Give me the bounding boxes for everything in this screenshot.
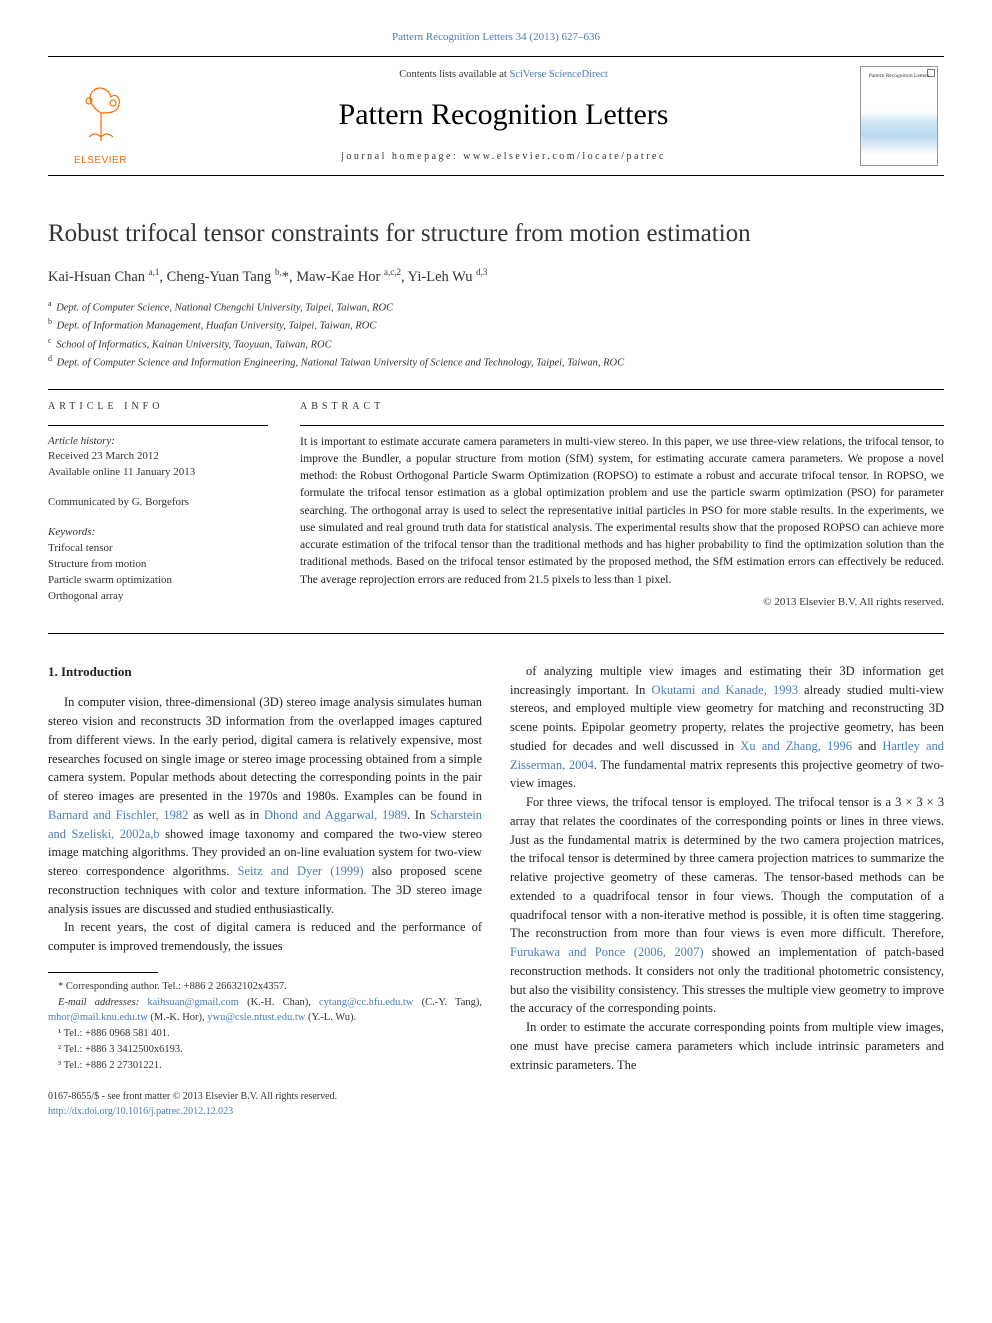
- email-link[interactable]: ywu@csie.ntust.edu.tw: [207, 1012, 305, 1023]
- contents-line: Contents lists available at SciVerse Sci…: [153, 67, 854, 82]
- section-heading-1: 1. Introduction: [48, 662, 482, 682]
- body-paragraph: For three views, the trifocal tensor is …: [510, 793, 944, 1018]
- abstract-text: It is important to estimate accurate cam…: [300, 434, 944, 589]
- keyword: Orthogonal array: [48, 589, 268, 605]
- affiliation-line: b Dept. of Information Management, Huafa…: [48, 316, 944, 334]
- divider-top: [48, 389, 944, 390]
- keywords-block: Keywords: Trifocal tensorStructure from …: [48, 525, 268, 605]
- abstract-copyright: © 2013 Elsevier B.V. All rights reserved…: [300, 595, 944, 611]
- article-title: Robust trifocal tensor constraints for s…: [48, 216, 944, 252]
- email-addresses: E-mail addresses: kaihsuan@gmail.com (K.…: [48, 995, 482, 1027]
- journal-reference: Pattern Recognition Letters 34 (2013) 62…: [48, 30, 944, 46]
- homepage-line: journal homepage: www.elsevier.com/locat…: [153, 150, 854, 165]
- citation-link[interactable]: Barnard and Fischler, 1982: [48, 808, 188, 822]
- online-date: Available online 11 January 2013: [48, 465, 268, 481]
- tel-3: ³ Tel.: +886 2 27301221.: [48, 1058, 482, 1074]
- keyword: Particle swarm optimization: [48, 573, 268, 589]
- left-column: 1. Introduction In computer vision, thre…: [48, 662, 482, 1120]
- email-link[interactable]: kaihsuan@gmail.com: [147, 997, 239, 1008]
- author-list: Kai-Hsuan Chan a,1, Cheng-Yuan Tang b,*,…: [48, 266, 944, 288]
- keyword: Structure from motion: [48, 557, 268, 573]
- email-link[interactable]: mhor@mail.knu.edu.tw: [48, 1012, 148, 1023]
- citation-link[interactable]: Furukawa and Ponce (2006, 2007): [510, 945, 704, 959]
- citation-link[interactable]: Seitz and Dyer (1999): [238, 864, 364, 878]
- info-rule: [48, 425, 268, 426]
- elsevier-text: ELSEVIER: [69, 154, 133, 169]
- citation-link[interactable]: Dhond and Aggarwal, 1989: [264, 808, 407, 822]
- body-paragraph: In order to estimate the accurate corres…: [510, 1018, 944, 1074]
- citation-link[interactable]: Hartley and Zisserman, 2004: [510, 739, 944, 772]
- received-date: Received 23 March 2012: [48, 449, 268, 465]
- sciencedirect-link[interactable]: SciVerse ScienceDirect: [509, 69, 607, 80]
- article-info-label: ARTICLE INFO: [48, 400, 268, 415]
- citation-link[interactable]: Xu and Zhang, 1996: [740, 739, 852, 753]
- tel-1: ¹ Tel.: +886 0968 581 401.: [48, 1026, 482, 1042]
- body-paragraph: In computer vision, three-dimensional (3…: [48, 693, 482, 918]
- contents-prefix: Contents lists available at: [399, 69, 509, 80]
- cover-thumbnail-region: Pattern Recognition Letters: [854, 57, 944, 175]
- info-abstract-row: ARTICLE INFO Article history: Received 2…: [48, 400, 944, 619]
- journal-ref-link[interactable]: Pattern Recognition Letters 34 (2013) 62…: [392, 31, 600, 43]
- communicated-by: Communicated by G. Borgefors: [48, 495, 268, 511]
- corresponding-author: * Corresponding author. Tel.: +886 2 266…: [48, 979, 482, 995]
- body-paragraph: of analyzing multiple view images and es…: [510, 662, 944, 793]
- elsevier-tree-icon: [69, 83, 133, 147]
- journal-title: Pattern Recognition Letters: [153, 93, 854, 137]
- front-matter-line: 0167-8655/$ - see front matter © 2013 El…: [48, 1089, 482, 1104]
- citation-link[interactable]: Okutami and Kanade, 1993: [652, 683, 798, 697]
- affiliations: a Dept. of Computer Science, National Ch…: [48, 298, 944, 371]
- tel-2: ² Tel.: +886 3 3412500x6193.: [48, 1042, 482, 1058]
- emails-label: E-mail addresses:: [58, 997, 139, 1008]
- footnotes: * Corresponding author. Tel.: +886 2 266…: [48, 979, 482, 1074]
- masthead-center: Contents lists available at SciVerse Sci…: [153, 57, 854, 175]
- abstract-rule: [300, 425, 944, 426]
- divider-bottom: [48, 633, 944, 634]
- body-columns: 1. Introduction In computer vision, thre…: [48, 662, 944, 1120]
- body-paragraph: In recent years, the cost of digital cam…: [48, 918, 482, 956]
- affiliation-line: c School of Informatics, Kainan Universi…: [48, 335, 944, 353]
- footnote-rule: [48, 972, 158, 973]
- right-column: of analyzing multiple view images and es…: [510, 662, 944, 1120]
- journal-cover-thumb: Pattern Recognition Letters: [860, 66, 938, 166]
- affiliation-line: d Dept. of Computer Science and Informat…: [48, 353, 944, 371]
- page-container: Pattern Recognition Letters 34 (2013) 62…: [0, 0, 992, 1139]
- email-link[interactable]: cytang@cc.hfu.edu.tw: [319, 997, 414, 1008]
- history-label: Article history:: [48, 434, 268, 450]
- affiliation-line: a Dept. of Computer Science, National Ch…: [48, 298, 944, 316]
- keywords-label: Keywords:: [48, 525, 268, 541]
- cover-tiny-title: Pattern Recognition Letters: [865, 73, 933, 81]
- doi-block: 0167-8655/$ - see front matter © 2013 El…: [48, 1089, 482, 1119]
- doi-link[interactable]: http://dx.doi.org/10.1016/j.patrec.2012.…: [48, 1106, 233, 1117]
- article-history: Article history: Received 23 March 2012 …: [48, 434, 268, 482]
- abstract-column: ABSTRACT It is important to estimate acc…: [300, 400, 944, 619]
- article-info-column: ARTICLE INFO Article history: Received 2…: [48, 400, 268, 619]
- abstract-label: ABSTRACT: [300, 400, 944, 415]
- elsevier-logo: ELSEVIER: [69, 83, 133, 169]
- keyword: Trifocal tensor: [48, 541, 268, 557]
- publisher-logo-region: ELSEVIER: [48, 57, 153, 175]
- masthead: ELSEVIER Contents lists available at Sci…: [48, 56, 944, 176]
